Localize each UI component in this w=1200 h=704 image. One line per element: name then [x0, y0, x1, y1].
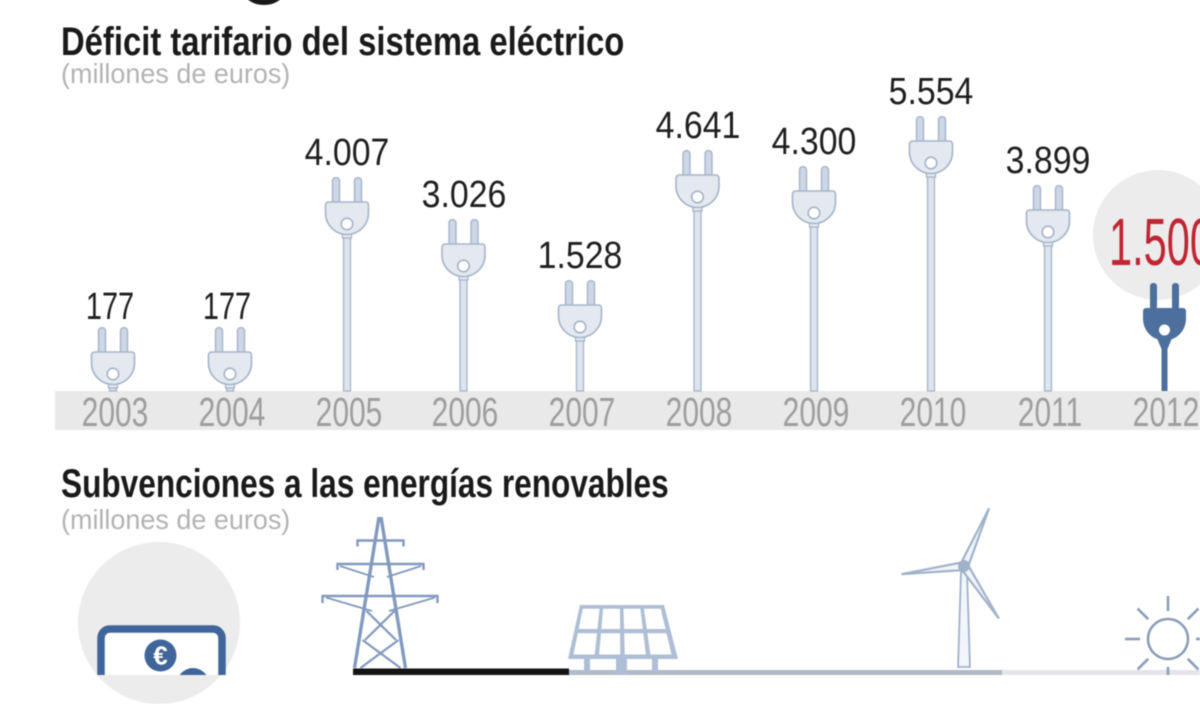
- svg-text:€: €: [153, 641, 167, 671]
